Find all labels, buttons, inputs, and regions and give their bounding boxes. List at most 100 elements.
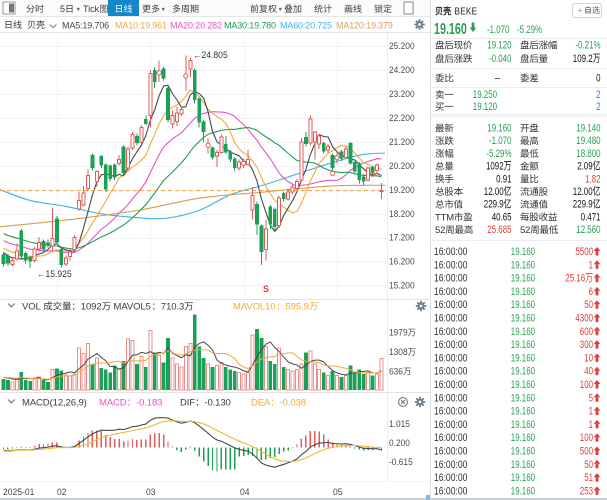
svg-text:16:00:00: 16:00:00 (434, 499, 467, 500)
svg-text:BEKE: BEKE (455, 6, 478, 18)
svg-text:19.160: 19.160 (511, 392, 535, 404)
svg-text:TTM: TTM (435, 212, 454, 223)
svg-text:16:00:00: 16:00:00 (434, 273, 467, 285)
svg-text:19.120: 19.120 (487, 40, 511, 52)
svg-text:595.9: 595.9 (286, 302, 309, 313)
svg-text:25.16: 25.16 (565, 273, 585, 285)
svg-text:-5.29%: -5.29% (486, 148, 511, 160)
svg-text:710.3: 710.3 (161, 302, 184, 313)
svg-text:22.200: 22.200 (389, 113, 415, 123)
svg-text:16:00:00: 16:00:00 (434, 339, 467, 351)
svg-text:19.160: 19.160 (511, 379, 535, 391)
svg-text:19.160: 19.160 (511, 459, 535, 471)
svg-text:MA30:19.780: MA30:19.780 (224, 21, 276, 31)
svg-text:21.200: 21.200 (389, 137, 415, 147)
svg-text:-0.21%: -0.21% (575, 40, 600, 52)
svg-text:19.160: 19.160 (511, 259, 535, 271)
svg-text:1: 1 (589, 406, 593, 418)
svg-text:19.160: 19.160 (511, 339, 535, 351)
svg-text:15.200: 15.200 (389, 281, 415, 291)
svg-text:19.160: 19.160 (511, 299, 535, 311)
svg-text:17.200: 17.200 (389, 233, 415, 243)
svg-text:19.250: 19.250 (473, 89, 497, 101)
svg-text:300: 300 (580, 339, 593, 351)
svg-text:16:00:00: 16:00:00 (434, 259, 467, 271)
svg-text:▼: ▼ (76, 7, 81, 13)
svg-text:MA10:19.961: MA10:19.961 (115, 21, 167, 31)
svg-text:23.200: 23.200 (389, 89, 415, 99)
svg-text:-0.038: -0.038 (280, 398, 306, 409)
svg-text:100: 100 (580, 379, 593, 391)
svg-text:16:00:00: 16:00:00 (434, 485, 467, 497)
svg-text:16:00:00: 16:00:00 (434, 459, 467, 471)
svg-text:16:00:00: 16:00:00 (434, 379, 467, 391)
svg-text:19.160: 19.160 (511, 406, 535, 418)
svg-text:19.140: 19.140 (576, 123, 600, 135)
svg-text:19.160: 19.160 (511, 419, 535, 431)
svg-text:03: 03 (146, 487, 156, 497)
svg-text:50: 50 (584, 299, 593, 311)
svg-text:05: 05 (333, 487, 343, 497)
svg-text:40: 40 (584, 366, 593, 378)
svg-text:19.160: 19.160 (511, 246, 535, 258)
svg-text:52: 52 (435, 225, 445, 236)
svg-text:16:00:00: 16:00:00 (434, 432, 467, 444)
svg-text:51: 51 (584, 472, 593, 484)
svg-text:VOL: VOL (22, 302, 43, 313)
svg-text:1308: 1308 (389, 347, 408, 357)
svg-text:-0.130: -0.130 (204, 398, 230, 409)
svg-text:1092: 1092 (81, 302, 102, 313)
svg-text:19.160: 19.160 (511, 286, 535, 298)
svg-text:10: 10 (584, 352, 593, 364)
svg-text:MACD(12,26,9): MACD(12,26,9) (22, 398, 87, 409)
svg-text:16:00:00: 16:00:00 (434, 352, 467, 364)
svg-text:0.91: 0.91 (496, 173, 511, 185)
svg-text:12.00: 12.00 (573, 186, 593, 198)
svg-text:0.471: 0.471 (581, 211, 601, 223)
svg-text:-0.040: -0.040 (489, 53, 511, 65)
svg-text:1: 1 (589, 419, 593, 431)
svg-text:2: 2 (596, 89, 600, 101)
svg-text:-0.615: -0.615 (389, 457, 413, 467)
svg-text:1979: 1979 (389, 328, 408, 338)
svg-text:02: 02 (57, 487, 67, 497)
svg-text:16:00:00: 16:00:00 (434, 299, 467, 311)
svg-text:100: 100 (580, 432, 593, 444)
svg-text:100: 100 (580, 499, 593, 500)
svg-text:MAVOL5: MAVOL5 (111, 302, 151, 313)
svg-text:18.200: 18.200 (389, 209, 415, 219)
svg-text:0.200: 0.200 (389, 438, 410, 448)
svg-text:S: S (263, 284, 269, 294)
svg-text:19.160: 19.160 (511, 446, 535, 458)
svg-text:-1.070: -1.070 (487, 24, 509, 36)
svg-text:19.160: 19.160 (511, 273, 535, 285)
svg-text:16:00:00: 16:00:00 (434, 313, 467, 325)
svg-text:229.9: 229.9 (573, 199, 593, 211)
svg-text:+: + (578, 5, 583, 15)
svg-text:20.200: 20.200 (389, 161, 415, 171)
svg-text:50: 50 (584, 459, 593, 471)
svg-text:▼: ▼ (278, 7, 283, 13)
svg-text:2.09: 2.09 (577, 161, 592, 173)
svg-text:19.160: 19.160 (511, 432, 535, 444)
svg-text:6: 6 (589, 286, 593, 298)
svg-text:DEA: DEA (251, 398, 271, 409)
svg-text:MAVOL10: MAVOL10 (233, 302, 275, 313)
svg-text:MACD: MACD (99, 398, 127, 409)
svg-text:19.200: 19.200 (389, 185, 415, 195)
svg-text:19.160: 19.160 (434, 21, 467, 38)
svg-text:18.800: 18.800 (576, 148, 600, 160)
svg-text:--: -- (495, 73, 501, 85)
svg-text:DIF: DIF (180, 398, 195, 409)
svg-text:253: 253 (580, 485, 593, 497)
svg-text:←15.925: ←15.925 (37, 269, 72, 279)
svg-text:600: 600 (580, 326, 593, 338)
svg-text:19.160: 19.160 (511, 352, 535, 364)
svg-text:2: 2 (596, 101, 600, 113)
svg-text:16:00:00: 16:00:00 (434, 366, 467, 378)
svg-text:16:00:00: 16:00:00 (434, 419, 467, 431)
svg-text:1.82: 1.82 (585, 173, 600, 185)
svg-text:19.160: 19.160 (511, 499, 535, 500)
svg-text:1.015: 1.015 (389, 419, 410, 429)
svg-text:19.160: 19.160 (511, 485, 535, 497)
